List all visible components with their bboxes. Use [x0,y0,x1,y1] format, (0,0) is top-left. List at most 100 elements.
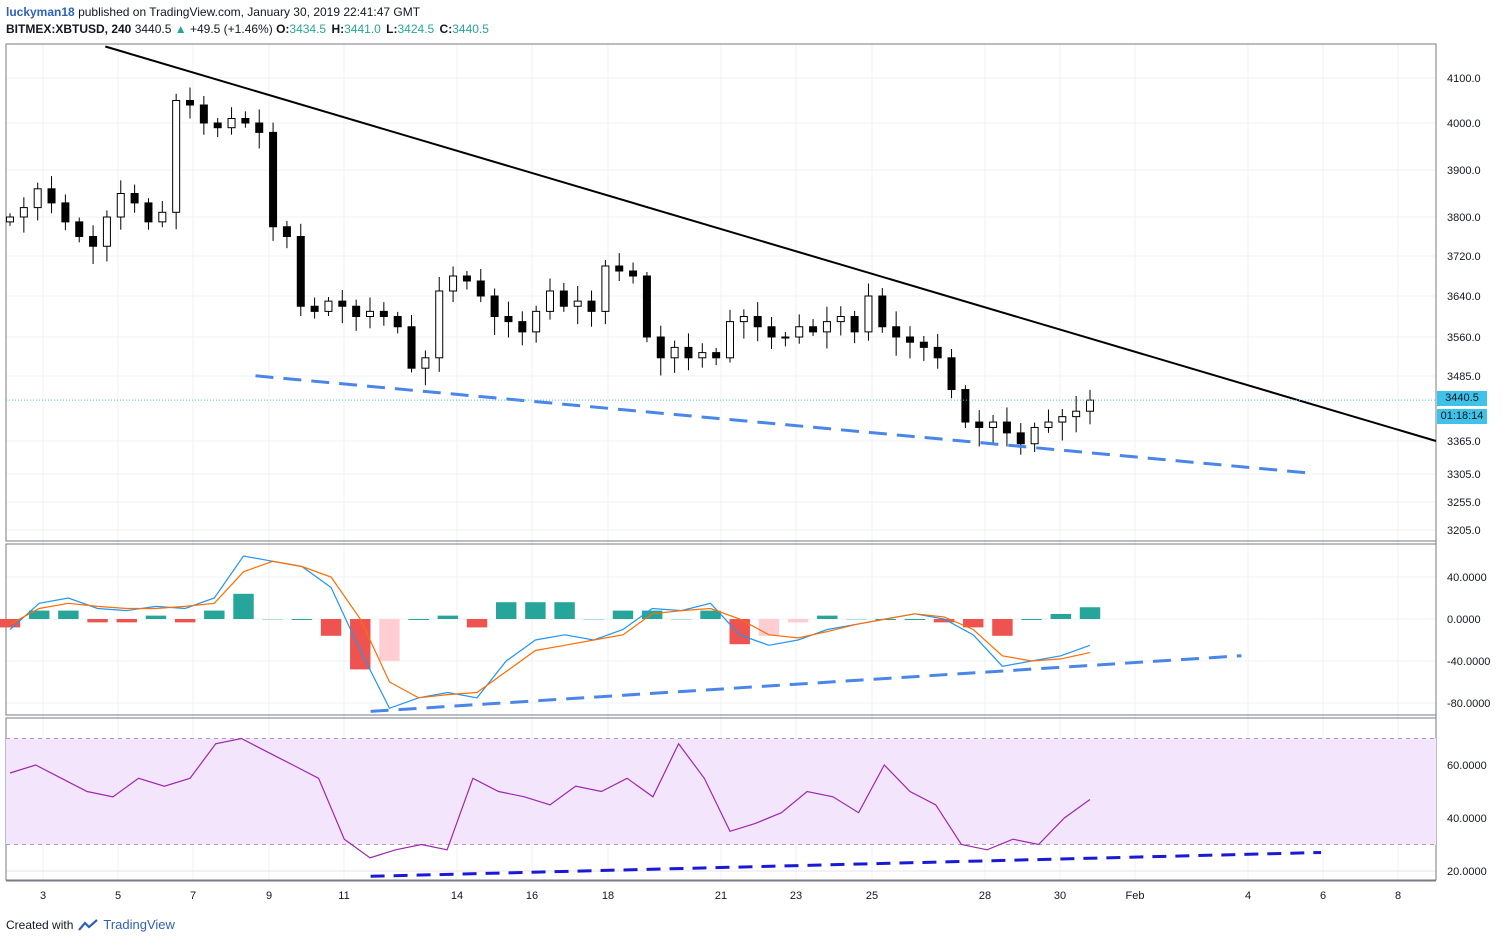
macd-axis-label: -80.0000 [1447,698,1490,710]
candle-body [47,188,56,204]
price-axis-label: 3485.0 [1447,371,1481,383]
x-tick-label: 7 [190,890,196,902]
macd-panel[interactable] [0,555,1242,713]
candle [836,306,845,336]
macd-histogram-bar [87,619,108,623]
candle-body [1002,421,1011,434]
candle-body [684,346,693,359]
candle [352,299,361,331]
candle [158,201,167,228]
candle [739,309,748,339]
price-candles[interactable] [6,87,1094,455]
candle [989,415,998,444]
candle-body [476,280,485,297]
candle-body [338,300,347,307]
candle-body [393,316,402,328]
macd-histogram-bar [116,619,137,623]
candle-body [421,357,430,369]
macd-axis-label: 40.0000 [1447,572,1487,584]
x-tick-label: 30 [1054,890,1066,902]
price-trendlines[interactable] [6,45,1437,475]
candle [1072,396,1081,433]
high-value: 3441.0 [344,22,381,36]
candle-body [352,305,361,317]
low-label: L: [386,22,398,36]
rsi-panel[interactable] [6,737,1436,878]
candle [767,317,776,349]
candle [629,262,638,284]
candle-body [712,352,721,359]
candle [906,326,914,359]
candle [186,87,194,119]
candle-body [1044,421,1053,428]
candle-body [670,346,679,359]
price-axis-label: 4100.0 [1447,73,1481,85]
macd-histogram-bar [729,619,750,645]
macd-line [9,555,1091,710]
macd-histogram-bar [58,610,79,619]
candle [310,297,319,319]
macd-histogram-bar [204,610,225,619]
price-axis-label: 3205.0 [1447,525,1481,537]
tradingview-brand[interactable]: TradingView [103,917,175,932]
candle [615,253,624,281]
close-label: C: [439,22,453,36]
candle-body [615,265,624,272]
macd-histogram-bar [437,615,459,619]
price-axis-label: 3720.0 [1447,251,1481,263]
candle [684,333,693,371]
candle [366,297,374,329]
price-change: +49.5 (+1.46%) [189,22,273,36]
candle [601,260,610,325]
macd-histogram-bar [233,593,254,619]
candle-body [1072,410,1081,418]
candle-body [172,100,181,213]
candle-body [546,290,554,312]
candle-body [975,421,984,428]
candle [199,96,208,135]
candle-body [947,357,956,391]
candle [670,340,679,373]
candle [947,348,956,399]
open-value: 3434.5 [289,22,327,36]
candle-body [906,336,914,343]
created-with-text: Created with [6,917,74,932]
candle [1030,422,1039,452]
candle [241,111,250,128]
x-tick-label: Feb [1126,890,1145,902]
x-tick-label: 14 [451,890,463,902]
x-tick-label: 4 [1245,890,1251,902]
candle-body [642,275,651,338]
candle-body [213,122,222,129]
x-tick-label: 6 [1320,890,1326,902]
candle-body [919,341,928,348]
candle-body [144,202,153,223]
close-value: 3440.5 [452,22,489,36]
candle-body [296,236,305,307]
macd-histogram-bar [408,619,429,620]
candle [809,319,818,336]
rsi-trendline [370,850,1322,878]
symbol-label[interactable]: BITMEX:XBTUSD, 240 [6,22,132,36]
author-name[interactable]: luckyman18 [6,5,75,19]
candle [75,217,84,243]
candle [642,272,651,343]
price-axis-label: 3255.0 [1447,497,1481,509]
macd-histogram-bar [641,610,663,619]
candle [227,107,236,135]
macd-histogram-bar [28,610,50,619]
price-axis-label: 3365.0 [1447,436,1481,448]
candle-body [601,265,610,312]
candle [1002,407,1011,447]
candle-body [961,389,970,423]
high-label: H: [331,22,345,36]
candle [47,176,56,214]
x-tick-label: 8 [1395,890,1401,902]
macd-histogram-bar [1050,613,1072,619]
axis-labels: 3 5 7 9 11 14 16 18 21 23 25 28 30 Feb 4 6 8 4100.0 4000.0… [40,73,1491,902]
macd-axis-label: 0.0000 [1447,614,1481,626]
candle [518,311,527,346]
candle-body [75,221,84,237]
candle [919,335,928,361]
